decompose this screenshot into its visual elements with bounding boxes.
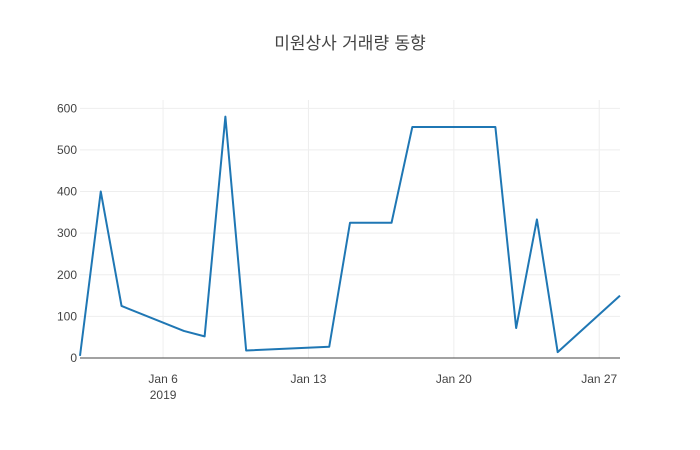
y-tick-label: 600 [57,101,77,115]
y-tick-label: 400 [57,185,77,199]
y-tick-label: 300 [57,226,77,240]
x-tick-label: Jan 27 [581,372,617,386]
chart-title: 미원상사 거래량 동향 [274,34,426,54]
x-tick-label: Jan 13 [290,372,326,386]
x-tick-label: Jan 6 [148,372,178,386]
x-tick-label: Jan 20 [436,372,472,386]
y-tick-label: 0 [70,351,77,365]
y-tick-label: 100 [57,309,77,323]
tick-labels: 0 100 200 300 400 500 600 Jan 6 2019 Jan 13 Jan 20… [57,101,618,402]
y-tick-label: 200 [57,268,77,282]
x-tick-year-label: 2019 [150,388,177,402]
volume-series-line [79,115,621,357]
series-layer [79,115,621,357]
y-tick-label: 500 [57,143,77,157]
